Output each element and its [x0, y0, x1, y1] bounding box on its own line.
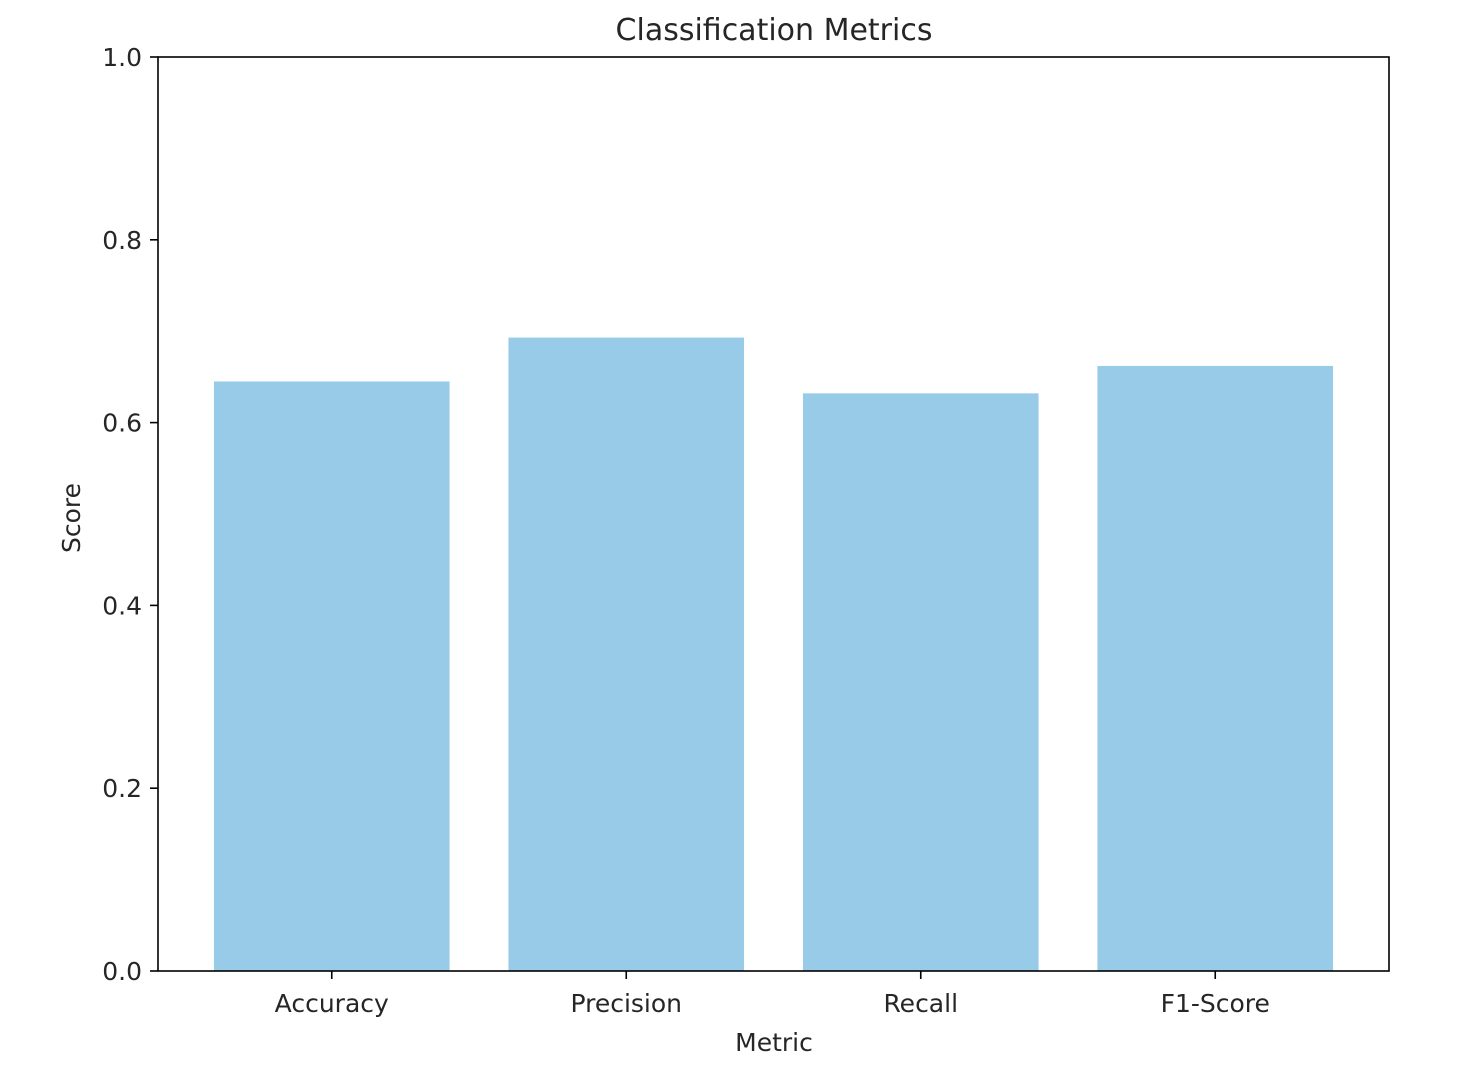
y-axis-title: Score: [57, 483, 86, 553]
bar-recall: [802, 393, 1039, 972]
bar-accuracy: [213, 381, 450, 972]
x-tick-label: Precision: [570, 989, 682, 1018]
x-axis-title: Metric: [735, 1028, 813, 1057]
x-tick-label: Accuracy: [275, 989, 389, 1018]
chart-title: Classification Metrics: [616, 13, 933, 48]
y-tick-label: 0.8: [102, 226, 142, 255]
y-tick-label: 1.0: [102, 43, 142, 72]
bar-precision: [508, 337, 745, 972]
y-tick-label: 0.6: [102, 409, 142, 438]
bar-f1-score: [1097, 365, 1334, 971]
x-tick-label: Recall: [883, 989, 958, 1018]
y-tick-label: 0.4: [102, 591, 142, 620]
bars-group: [213, 337, 1334, 972]
x-axis-ticks: Accuracy Precision Recall F1-Score: [275, 971, 1270, 1018]
x-tick-label: F1-Score: [1161, 989, 1270, 1018]
y-axis-ticks: 0.0 0.2 0.4 0.6 0.8 1.0: [102, 43, 158, 986]
plot-frame: [157, 56, 1390, 972]
y-tick-label: 0.0: [102, 957, 142, 986]
y-tick-label: 0.2: [102, 774, 142, 803]
